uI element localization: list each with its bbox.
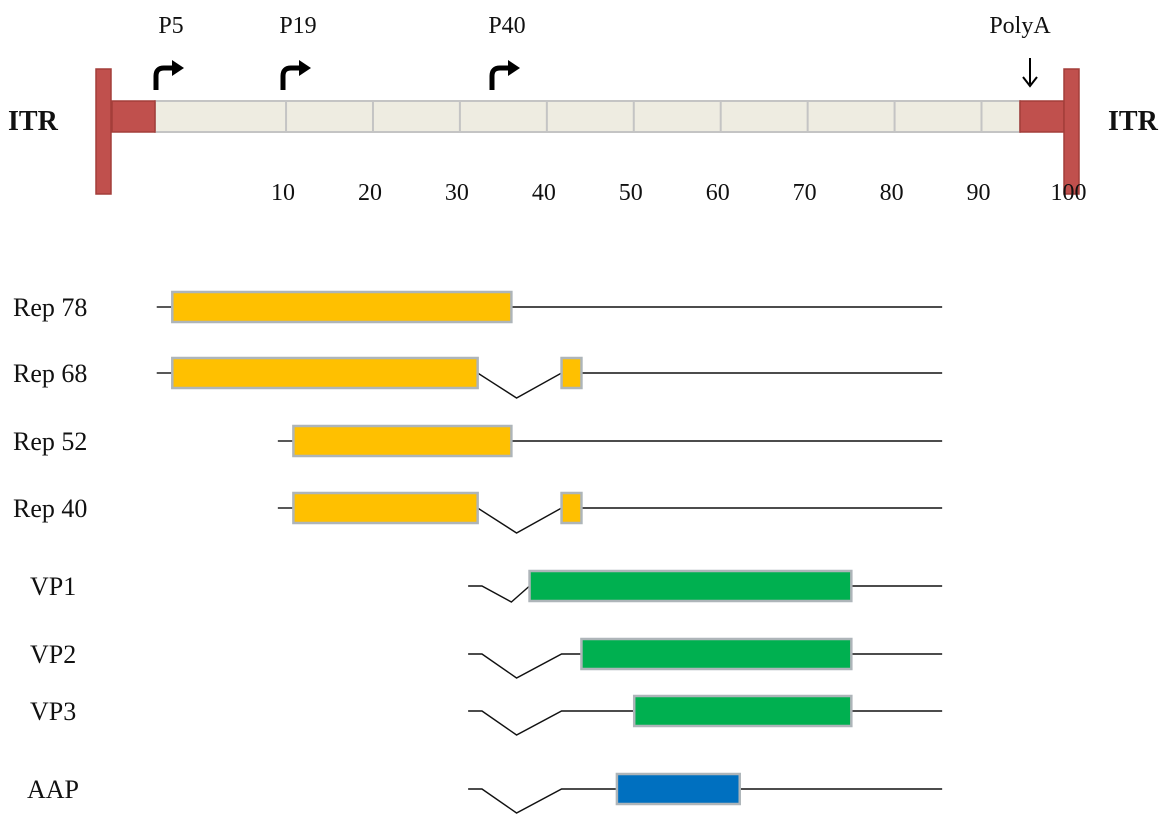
transcript-label: VP2 — [30, 640, 76, 669]
genome-map: ITR ITR — [8, 68, 1159, 195]
scale-tick-70: 70 — [793, 180, 817, 206]
itr-left-stem — [111, 100, 156, 133]
transcript-label: Rep 68 — [13, 359, 87, 388]
itr-right-stem — [1019, 100, 1065, 133]
transcript-vp1: VP1 — [30, 569, 943, 603]
exon-box — [632, 694, 853, 728]
promoter-label-p5: P5 — [158, 13, 183, 39]
intron-line — [468, 710, 635, 736]
exon-box — [615, 772, 741, 806]
scale-tick-20: 20 — [358, 180, 382, 206]
promoter-arrowhead-icon — [299, 60, 311, 76]
transcript-rep-68: Rep 68 — [13, 356, 943, 399]
promoter-arrow-icon — [153, 65, 174, 90]
itr-left-label: ITR — [8, 106, 59, 137]
scale-ticks: 10 20 30 40 50 60 70 80 90 100 — [271, 180, 1086, 206]
scale-tick-60: 60 — [706, 180, 730, 206]
intron-line — [468, 788, 617, 814]
itr-right-label: ITR — [1108, 106, 1159, 137]
promoter-label-p40: P40 — [488, 13, 525, 39]
promoter-label-p19: P19 — [279, 13, 316, 39]
exon-box — [560, 356, 583, 390]
promoter-arrowhead-icon — [172, 60, 184, 76]
exon-box — [292, 424, 513, 458]
exon-box — [171, 290, 513, 324]
scale-tick-80: 80 — [880, 180, 904, 206]
transcript-rep-40: Rep 40 — [13, 491, 943, 534]
polya-arrow-icon — [1022, 76, 1038, 88]
transcript-label: AAP — [27, 775, 79, 804]
transcript-label: VP3 — [30, 697, 76, 726]
exon-box — [580, 637, 853, 671]
transcript-aap: AAP — [27, 772, 943, 814]
promoter-arrowhead-icon — [508, 60, 520, 76]
polya-label: PolyA — [989, 13, 1051, 39]
promoter-arrow-icon — [489, 65, 510, 90]
transcript-label: Rep 40 — [13, 494, 87, 523]
exon-box — [292, 491, 479, 525]
scale-tick-30: 30 — [445, 180, 469, 206]
intron-line — [477, 507, 562, 534]
transcript-label: Rep 78 — [13, 293, 87, 322]
intron-line — [468, 653, 582, 679]
transcript-rep-78: Rep 78 — [13, 290, 943, 324]
genome-backbone — [154, 100, 1021, 133]
promoter-arrow-icon — [280, 65, 301, 90]
itr-left-cap — [95, 68, 112, 195]
transcript-rep-52: Rep 52 — [13, 424, 943, 458]
scale-tick-90: 90 — [967, 180, 991, 206]
transcripts: Rep 78 Rep 68 Rep 52 Rep 40 VP1 VP2 VP3 AAP — [13, 290, 943, 814]
intron-line — [468, 585, 531, 603]
transcript-vp3: VP3 — [30, 694, 943, 736]
transcript-vp2: VP2 — [30, 637, 943, 679]
itr-right-cap — [1063, 68, 1080, 195]
exon-box — [528, 569, 853, 603]
transcript-label: Rep 52 — [13, 427, 87, 456]
scale-tick-50: 50 — [619, 180, 643, 206]
scale-tick-40: 40 — [532, 180, 556, 206]
transcript-label: VP1 — [30, 572, 76, 601]
intron-line — [477, 372, 562, 399]
scale-tick-100: 100 — [1050, 180, 1086, 206]
scale-tick-10: 10 — [271, 180, 295, 206]
exon-box — [560, 491, 583, 525]
promoters: P5 P19 P40 PolyA — [153, 13, 1051, 90]
exon-box — [171, 356, 479, 390]
